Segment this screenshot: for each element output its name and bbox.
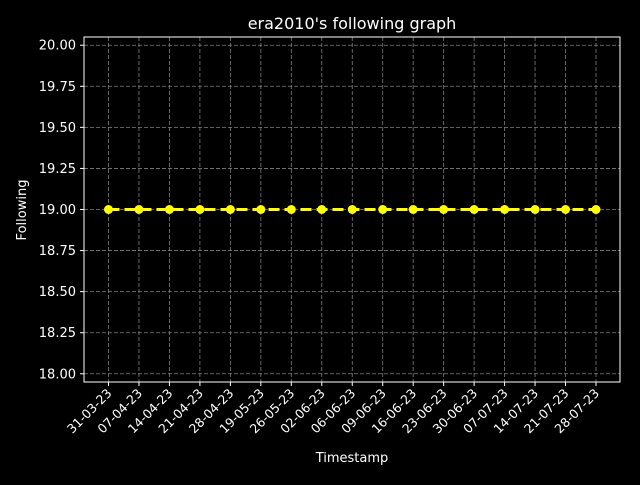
- data-point: [286, 205, 296, 214]
- y-tick-label: 18.00: [39, 367, 76, 382]
- y-tick-label: 19.50: [39, 121, 76, 136]
- y-axis-label: Following: [15, 180, 30, 241]
- y-tick-label: 18.50: [39, 285, 76, 300]
- data-point: [134, 205, 144, 214]
- data-markers: [104, 205, 601, 214]
- data-point: [530, 205, 540, 214]
- data-point: [378, 205, 388, 214]
- y-tick-label: 18.25: [39, 326, 76, 341]
- data-point: [317, 205, 327, 214]
- data-point: [561, 205, 571, 214]
- data-point: [591, 205, 601, 214]
- data-point: [225, 205, 235, 214]
- y-axis-ticks: 18.00 18.25 18.50 18.75 19.00 19.25 19.50 19.75…: [39, 39, 84, 382]
- y-tick-label: 19.75: [39, 80, 76, 95]
- data-point: [408, 205, 418, 214]
- chart-title: era2010's following graph: [248, 14, 457, 33]
- data-point: [104, 205, 113, 214]
- grid: [84, 37, 620, 382]
- data-point: [500, 205, 510, 214]
- data-point: [469, 205, 479, 214]
- data-point: [439, 205, 449, 214]
- x-axis-label: Timestamp: [315, 451, 389, 466]
- y-tick-label: 19.25: [39, 162, 76, 177]
- y-tick-label: 20.00: [39, 39, 76, 54]
- data-point: [256, 205, 266, 214]
- y-tick-label: 19.00: [39, 203, 76, 218]
- data-point: [195, 205, 205, 214]
- y-tick-label: 18.75: [39, 244, 76, 259]
- x-axis-ticks: 31-03-2307-04-2314-04-2321-04-2328-04-23…: [64, 382, 602, 436]
- data-point: [347, 205, 357, 214]
- data-point: [164, 205, 174, 214]
